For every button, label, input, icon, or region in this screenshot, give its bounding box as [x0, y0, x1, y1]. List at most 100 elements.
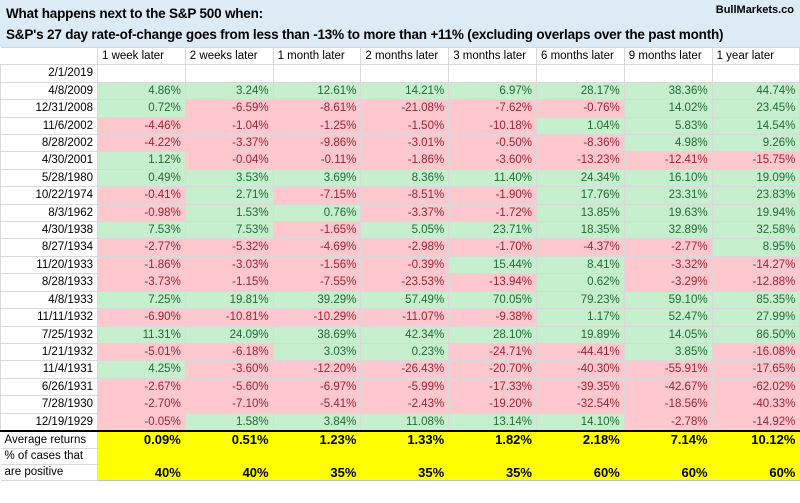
return-cell: -17.65%: [711, 360, 800, 379]
return-cell: -24.71%: [448, 342, 537, 362]
return-cell: 70.05%: [448, 290, 537, 310]
return-cell: 57.49%: [360, 290, 450, 310]
return-cell: -32.54%: [535, 395, 625, 414]
positive-cases-row-line2: are positive 40% 40% 35% 35% 35% 60% 60% 60%: [0, 464, 800, 482]
return-cell: 7.25%: [97, 290, 186, 310]
title-line-2: S&P's 27 day rate-of-change goes from le…: [6, 27, 724, 42]
return-cell: -42.67%: [623, 377, 713, 397]
return-cell: -7.62%: [448, 99, 537, 118]
return-cell: -0.05%: [97, 412, 186, 432]
return-cell: 17.76%: [535, 186, 625, 205]
row-date-cell: 8/3/1962: [0, 203, 98, 223]
return-cell: 0.23%: [360, 342, 450, 362]
return-cell: -62.02%: [711, 377, 800, 397]
table-row: 4/8/1933 7.25% 19.81% 39.29% 57.49% 70.05% 79.…: [0, 290, 800, 310]
positive-case-cell: 40%: [184, 464, 274, 482]
column-header-2weeks: 2 weeks later: [184, 46, 274, 66]
return-cell: 18.35%: [535, 221, 625, 240]
return-cell: -2.67%: [97, 377, 186, 397]
table-row: 7/25/1932 11.31% 24.09% 38.69% 42.34% 28.10% 1…: [0, 325, 800, 344]
average-returns-label: Average returns: [0, 429, 98, 450]
return-cell: 1.53%: [184, 203, 274, 223]
return-cell: -1.70%: [448, 238, 537, 257]
return-cell: 19.89%: [535, 325, 625, 344]
return-cell: -3.32%: [623, 255, 713, 275]
column-header-1month: 1 month later: [272, 46, 362, 66]
return-cell: -19.20%: [448, 395, 537, 414]
column-header-1year: 1 year later: [711, 46, 800, 66]
return-cell: 1.17%: [535, 308, 625, 327]
return-cell: -12.20%: [272, 360, 362, 379]
row-date-cell: 8/27/1934: [0, 238, 98, 257]
positive-case-cell: 35%: [272, 464, 362, 482]
return-cell: 38.69%: [272, 325, 362, 344]
return-cell: -1.25%: [272, 116, 362, 136]
return-cell: 27.99%: [711, 308, 800, 327]
return-cell: 2.71%: [184, 186, 274, 205]
return-cell: 3.24%: [184, 81, 274, 101]
return-cell: 19.81%: [184, 290, 274, 310]
return-cell: -6.18%: [184, 342, 274, 362]
return-cell: -9.38%: [448, 308, 537, 327]
return-cell: 11.08%: [360, 412, 450, 432]
return-cell: -39.35%: [535, 377, 625, 397]
return-cell: -3.37%: [360, 203, 450, 223]
return-cell: -0.41%: [97, 186, 186, 205]
average-returns-row: Average returns 0.09% 0.51% 1.23% 1.33% 1.82%…: [0, 429, 800, 450]
return-cell: -18.56%: [623, 395, 713, 414]
return-cell: -7.55%: [272, 273, 362, 292]
return-cell: -8.36%: [535, 134, 625, 153]
row-date-cell: 8/28/2002: [0, 134, 98, 153]
return-cell: -9.86%: [272, 134, 362, 153]
table-row: 2/1/2019: [0, 64, 800, 83]
row-date-cell: 1/21/1932: [0, 342, 98, 362]
return-cell: 15.44%: [448, 255, 537, 275]
row-date-cell: 8/28/1933: [0, 273, 98, 292]
row-date-cell: 11/20/1933: [0, 255, 98, 275]
average-return-cell: 1.23%: [272, 429, 362, 450]
row-date-cell: 11/11/1932: [0, 308, 98, 327]
positive-case-spacer: [535, 448, 625, 465]
return-cell: 0.76%: [272, 203, 362, 223]
return-cell: -13.23%: [535, 151, 625, 170]
positive-case-cell: 40%: [97, 464, 186, 482]
return-cell: 23.31%: [623, 186, 713, 205]
return-cell: 6.97%: [448, 81, 537, 101]
return-cell: -0.50%: [448, 134, 537, 153]
return-cell: -1.86%: [97, 255, 186, 275]
positive-cases-row-line1: % of cases that: [0, 448, 800, 466]
return-cell: [360, 64, 450, 83]
column-header-9months: 9 months later: [623, 46, 713, 66]
table-row: 8/27/1934 -2.77% -5.32% -4.69% -2.98% -1.70% -…: [0, 238, 800, 257]
return-cell: 0.49%: [97, 168, 186, 188]
positive-case-spacer: [623, 448, 713, 465]
row-date-cell: 2/1/2019: [0, 64, 98, 83]
positive-cases-label-line1: % of cases that: [0, 448, 98, 466]
return-cell: 79.23%: [535, 290, 625, 310]
return-cell: -5.99%: [360, 377, 450, 397]
return-cell: -4.22%: [97, 134, 186, 153]
return-cell: -12.88%: [711, 273, 800, 292]
return-cell: -2.70%: [97, 395, 186, 414]
return-cell: -10.81%: [184, 308, 274, 327]
return-cell: 3.69%: [272, 168, 362, 188]
average-return-cell: 1.82%: [448, 429, 537, 450]
return-cell: 13.85%: [535, 203, 625, 223]
return-cell: -7.15%: [272, 186, 362, 205]
return-cell: [184, 64, 274, 83]
positive-case-spacer: [360, 448, 450, 465]
return-cell: -55.91%: [623, 360, 713, 379]
table-row: 6/26/1931 -2.67% -5.60% -6.97% -5.99% -17.33%…: [0, 377, 800, 397]
return-cell: -1.04%: [184, 116, 274, 136]
return-cell: 16.10%: [623, 168, 713, 188]
return-cell: -40.33%: [711, 395, 800, 414]
return-cell: -17.33%: [448, 377, 537, 397]
return-cell: 1.12%: [97, 151, 186, 170]
column-header-6months: 6 months later: [535, 46, 625, 66]
table-row: 4/30/2001 1.12% -0.04% -0.11% -1.86% -3.60% -1…: [0, 151, 800, 170]
positive-case-cell: 60%: [623, 464, 713, 482]
row-date-cell: 7/28/1930: [0, 395, 98, 414]
return-cell: -4.46%: [97, 116, 186, 136]
title-banner: What happens next to the S&P 500 when: S…: [0, 0, 800, 47]
